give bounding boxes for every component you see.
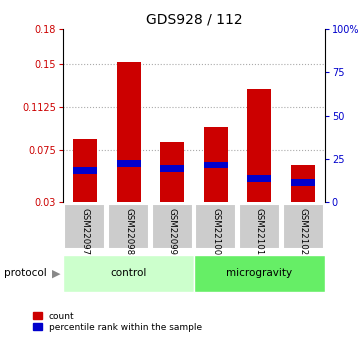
Text: control: control [110,268,147,278]
Bar [291,165,315,202]
Text: ▶: ▶ [52,268,61,278]
Text: GSM22102: GSM22102 [299,208,308,255]
Bar [160,165,184,172]
Text: microgravity: microgravity [226,268,292,278]
Bar [73,139,97,202]
Bar [108,205,149,249]
Legend: count, percentile rank within the sample: count, percentile rank within the sample [34,312,202,332]
Bar [239,205,280,249]
Bar [204,127,228,202]
Bar [117,160,140,167]
Text: GSM22098: GSM22098 [124,208,133,255]
Bar [65,205,105,249]
Text: GSM22099: GSM22099 [168,208,177,255]
Bar [63,255,194,292]
Bar [117,61,140,202]
Bar [283,205,323,249]
Text: protocol: protocol [4,268,46,278]
Bar [204,161,228,168]
Bar [194,255,325,292]
Bar [195,205,236,249]
Bar [152,205,193,249]
Text: GSM22101: GSM22101 [255,208,264,255]
Bar [248,175,271,182]
Bar [73,167,97,174]
Text: GSM22100: GSM22100 [211,208,220,255]
Bar [160,142,184,202]
Title: GDS928 / 112: GDS928 / 112 [146,13,242,27]
Bar [248,89,271,202]
Bar [291,179,315,186]
Text: GSM22097: GSM22097 [81,208,90,255]
